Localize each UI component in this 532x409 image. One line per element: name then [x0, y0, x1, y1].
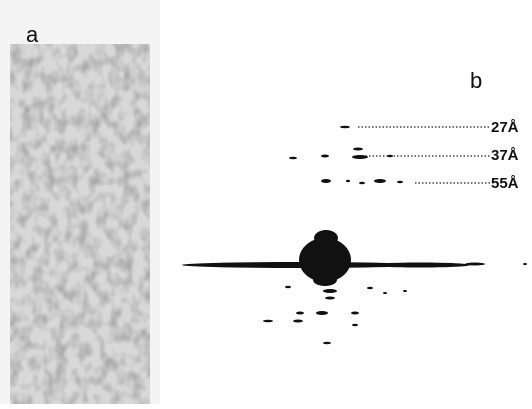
reflection [285, 286, 291, 288]
reflection [370, 263, 470, 268]
reflection [374, 179, 386, 183]
reflection [359, 182, 365, 184]
reflection [313, 274, 337, 286]
reflection [352, 324, 358, 326]
figure: a b 27Å 37Å 55Å [0, 0, 532, 404]
spacing-label: 37Å [491, 147, 519, 164]
panel-label: a [26, 22, 39, 47]
reflection [321, 179, 331, 183]
reflection [314, 230, 338, 246]
reflection [367, 287, 373, 289]
reflection [321, 155, 329, 158]
panel-label: b [470, 68, 482, 93]
reflection [346, 180, 350, 182]
spacing-label: 27Å [491, 119, 519, 136]
reflection [465, 263, 485, 266]
reflection [403, 290, 407, 292]
reflection [397, 181, 403, 183]
reflection [351, 312, 359, 315]
reflection [289, 157, 297, 159]
reflection [323, 289, 337, 293]
reflection [316, 311, 328, 315]
reflection [293, 320, 303, 323]
reflection [387, 155, 393, 157]
reflection [353, 148, 363, 151]
reflection [296, 312, 304, 315]
reflection [340, 126, 350, 128]
reflection [323, 342, 331, 344]
spacing-leaders [358, 127, 490, 183]
panel-b: b 27Å 37Å 55Å [182, 68, 527, 344]
reflection [263, 320, 273, 322]
reflection [325, 297, 335, 300]
diffraction-pattern [182, 126, 527, 344]
reflection [352, 155, 368, 159]
reflection [383, 292, 387, 294]
spacing-label: 55Å [491, 175, 519, 192]
micrograph-texture [10, 44, 150, 404]
reflection [523, 263, 527, 265]
panel-a: a [0, 0, 160, 404]
